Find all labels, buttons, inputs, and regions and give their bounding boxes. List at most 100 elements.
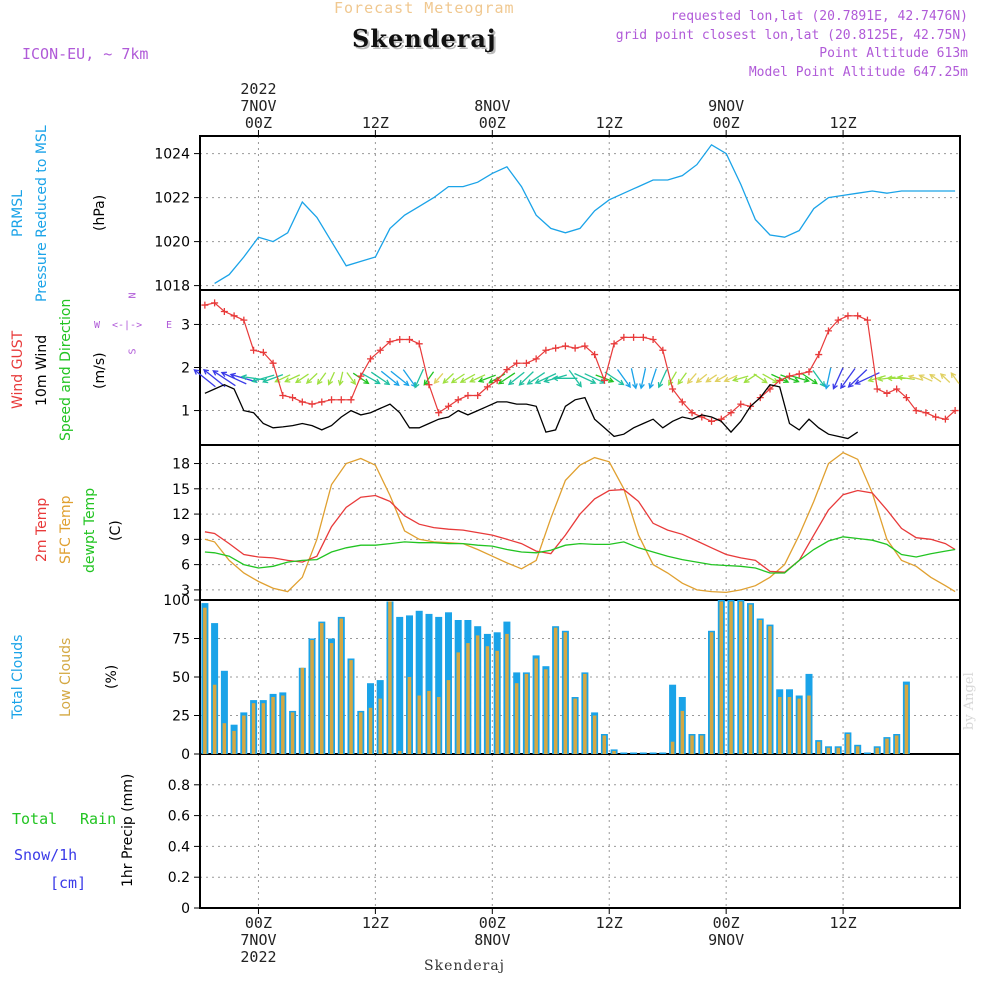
wind-gust-marker	[873, 385, 881, 393]
wind-direction-arrow	[825, 367, 832, 389]
wind-arrow-head	[240, 374, 247, 381]
wind-direction-arrow	[317, 372, 327, 385]
low-cloud-bar	[612, 750, 616, 754]
wind-direction-arrow	[390, 370, 409, 386]
low-cloud-bar	[378, 698, 382, 754]
wind-arrow-head	[423, 379, 430, 386]
wind-direction-arrow	[706, 374, 718, 383]
wind-direction-arrow	[535, 373, 557, 384]
y-tick-label: 1018	[154, 279, 190, 295]
low-cloud-bar	[875, 747, 879, 754]
wind-direction-arrow	[753, 373, 768, 384]
p2-axis-label: (m/s)	[92, 351, 108, 389]
wind-arrow-head	[526, 379, 533, 385]
low-cloud-bar	[339, 618, 343, 754]
low-cloud-bar	[251, 703, 256, 754]
wind-direction-arrow	[696, 373, 708, 383]
panel-frame	[199, 444, 961, 601]
wind-direction-arrow	[193, 369, 216, 388]
total-cloud-bar	[630, 752, 638, 754]
low-cloud-bar	[690, 735, 694, 754]
wind-gust-marker	[805, 368, 813, 376]
wind-direction-arrow	[733, 375, 749, 382]
wind-direction-arrow	[668, 371, 677, 386]
total-cloud-bar	[220, 670, 228, 754]
low-cloud-bar	[700, 735, 704, 754]
total-cloud-bar	[649, 752, 657, 754]
p4-axis-label: Total Clouds	[10, 634, 26, 719]
y-tick-label: 0.8	[168, 778, 190, 794]
wind-arrow-head	[761, 377, 768, 384]
low-cloud-bar	[359, 712, 363, 754]
low-cloud-bar	[729, 601, 733, 754]
wind-arrow-head	[723, 376, 730, 383]
rain-total-label: Total	[12, 810, 58, 828]
top-time-label: 12Z	[362, 114, 389, 132]
wind-direction-arrow	[584, 373, 605, 384]
wind-gust-marker	[776, 376, 784, 384]
bottom-time-label: 12Z	[830, 914, 857, 932]
wind-arrow-head	[625, 381, 631, 389]
low-cloud-bar	[797, 698, 801, 754]
wind-gust-marker	[951, 407, 959, 415]
low-cloud-bar	[417, 695, 421, 754]
low-cloud-bar	[894, 735, 899, 754]
wind-gust-marker	[844, 312, 852, 320]
wind-arrow-head	[193, 369, 200, 375]
wind-gust-marker	[376, 346, 384, 354]
top-time-label: 9NOV	[708, 97, 744, 115]
wind-arrow-head	[608, 377, 615, 383]
wind-gust-line	[204, 302, 956, 422]
wind-gust-marker	[357, 372, 365, 380]
wind-direction-arrow	[370, 371, 390, 385]
wind-gust-marker	[669, 385, 677, 393]
bottom-time-label: 12Z	[596, 914, 623, 932]
wind-arrow-head	[534, 378, 541, 384]
wind-gust-marker	[337, 396, 345, 404]
p3-axis-label: dewpt Temp	[82, 487, 98, 573]
wind-direction-arrow	[423, 371, 435, 386]
wind-gust-marker	[552, 344, 560, 352]
wind-arrow-head	[695, 377, 702, 384]
wind-gust-marker	[922, 409, 930, 417]
wind-gust-marker	[386, 338, 394, 346]
wind-arrow-head	[886, 375, 893, 382]
wind-arrow-head	[543, 377, 550, 384]
wind-direction-arrow	[658, 369, 668, 388]
wind-arrow-head	[374, 378, 381, 385]
wind-direction-arrow	[868, 375, 886, 382]
low-cloud-bar	[300, 667, 305, 754]
wind-gust-marker	[932, 413, 940, 421]
compass-south: S	[127, 348, 139, 355]
y-tick-label: 3	[181, 583, 190, 599]
2m-temp-line	[204, 488, 956, 573]
wind-gust-marker	[912, 407, 920, 415]
wind-direction-arrow	[252, 374, 275, 383]
wind-direction-arrow	[929, 374, 942, 383]
bottom-time-label: 7NOV	[240, 931, 276, 949]
compass-arrow: <-|->	[112, 320, 143, 331]
wind-arrow-head	[363, 378, 370, 385]
wind-direction-arrow	[744, 373, 757, 383]
wind-gust-marker	[649, 336, 657, 344]
y-tick-label: 15	[172, 482, 190, 498]
wind-gust-marker	[893, 385, 901, 393]
wind-direction-arrow	[649, 368, 657, 389]
wind-direction-arrow	[361, 372, 380, 384]
y-tick-label: 1020	[154, 235, 190, 251]
wind-arrow-head	[714, 376, 721, 383]
low-cloud-bar	[748, 604, 753, 754]
wind-direction-arrow	[434, 372, 444, 384]
y-tick-label: 1	[181, 404, 190, 420]
wind-arrow-head	[854, 379, 861, 385]
wind-gust-marker	[503, 366, 511, 374]
wind-arrow-head	[294, 377, 302, 384]
low-cloud-bar	[329, 643, 334, 754]
wind-arrow-head	[384, 379, 391, 386]
compass-east: E	[166, 320, 173, 331]
wind-arrow-head	[403, 380, 410, 387]
pressure-line	[214, 143, 956, 284]
low-cloud-bar	[505, 633, 509, 754]
wind-direction-arrow	[442, 373, 454, 384]
total-cloud-bar	[415, 610, 423, 754]
